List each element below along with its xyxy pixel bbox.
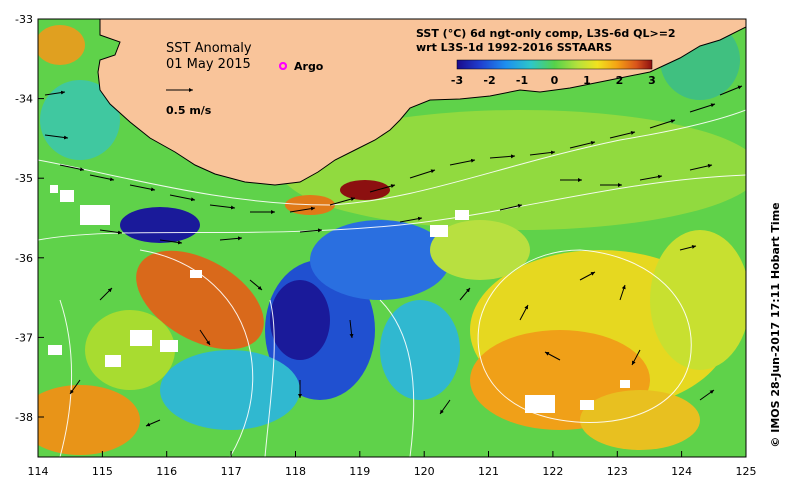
- anomaly-patch: [580, 390, 700, 450]
- colorbar-tick-label: -1: [516, 74, 528, 87]
- missing-data: [48, 160, 630, 413]
- y-axis-labels: -33 -34 -35 -36 -37 -38: [15, 13, 33, 424]
- anomaly-patch: [430, 220, 530, 280]
- colorbar-tick-label: -2: [483, 74, 495, 87]
- colorbar-gradient: [456, 59, 653, 70]
- y-tick-label: -33: [15, 13, 33, 26]
- argo-legend-label: Argo: [294, 60, 324, 73]
- colorbar-tick-label: -3: [451, 74, 463, 87]
- anomaly-patch: [380, 300, 460, 400]
- plot-frame: [37, 18, 747, 458]
- anomaly-patch: [160, 350, 300, 430]
- x-tick-label: 124: [671, 465, 692, 478]
- sst-anomaly-field: [38, 20, 746, 455]
- product-description-line2: wrt L3S-1d 1992-2016 SSTAARS: [416, 41, 612, 54]
- x-tick-label: 122: [542, 465, 563, 478]
- anomaly-patch: [270, 280, 330, 360]
- credit-label: © IMOS 28-Jun-2017 17:11 Hobart Time: [769, 202, 782, 447]
- map-title: SST Anomaly: [166, 41, 252, 56]
- anomaly-patch: [650, 230, 746, 370]
- x-axis-labels: 114 115 116 117 118 119 120 121 122 123 …: [28, 465, 757, 478]
- y-tick-label: -36: [15, 252, 33, 265]
- y-tick-label: -34: [15, 93, 33, 106]
- colorbar-tick-label: 0: [551, 74, 559, 87]
- colorbar-tick-label: 3: [648, 74, 656, 87]
- y-tick-label: -38: [15, 411, 33, 424]
- x-tick-label: 116: [156, 465, 177, 478]
- y-tick-label: -37: [15, 331, 33, 344]
- colorbar-tick-label: 2: [616, 74, 624, 87]
- contours: [38, 109, 746, 457]
- x-tick-label: 114: [28, 465, 49, 478]
- x-tick-label: 123: [607, 465, 628, 478]
- x-tick-label: 125: [736, 465, 757, 478]
- x-tick-label: 119: [349, 465, 370, 478]
- anomaly-patch: [120, 207, 200, 243]
- colorbar-tick-label: 1: [583, 74, 591, 87]
- x-tick-label: 117: [221, 465, 242, 478]
- anomaly-patch: [280, 110, 746, 230]
- anomaly-patch: [310, 220, 450, 300]
- y-tick-label: -35: [15, 172, 33, 185]
- tick-marks: [37, 18, 747, 457]
- anomaly-patch: [38, 25, 85, 65]
- product-description-line1: SST (°C) 6d ngt-only comp, L3S-6d QL>=2: [416, 27, 676, 40]
- anomaly-patch: [85, 310, 175, 390]
- anomaly-patch: [38, 385, 140, 455]
- plot-area: [38, 19, 746, 457]
- anomaly-patch: [340, 180, 390, 200]
- anomaly-patch: [40, 80, 120, 160]
- x-tick-label: 115: [92, 465, 113, 478]
- argo-legend-marker: [279, 62, 287, 70]
- x-tick-label: 118: [285, 465, 306, 478]
- x-tick-label: 120: [414, 465, 435, 478]
- map-date: 01 May 2015: [166, 57, 251, 72]
- colorbar: -3 -2 -1 0 1 2 3: [451, 59, 656, 87]
- x-tick-label: 121: [478, 465, 499, 478]
- vector-scale-label: 0.5 m/s: [166, 104, 212, 117]
- current-vectors: [44, 85, 743, 427]
- anomaly-patch: [136, 250, 264, 350]
